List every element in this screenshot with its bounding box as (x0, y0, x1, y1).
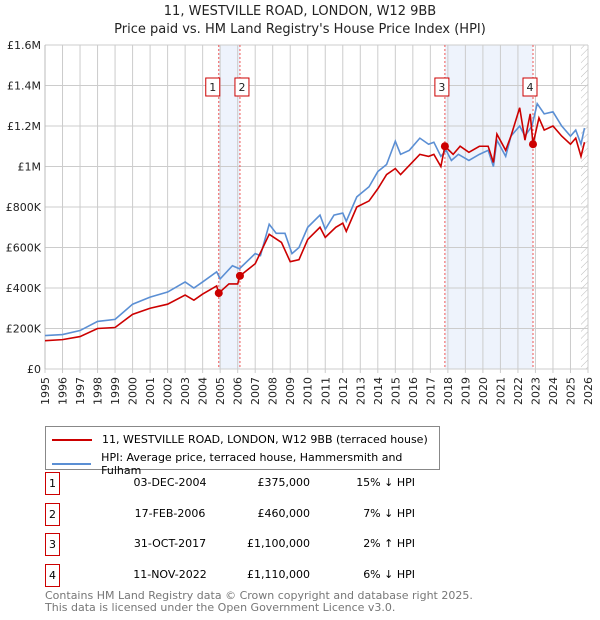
x-tick-label: 2021 (494, 377, 507, 405)
chart-title: 11, WESTVILLE ROAD, LONDON, W12 9BB (163, 4, 437, 19)
transaction-date: 17-FEB-2006 (134, 506, 206, 520)
y-tick-label: £600K (6, 242, 42, 255)
sale-point (528, 140, 537, 149)
sale-label-box (434, 77, 450, 97)
x-tick-label: 2022 (512, 377, 525, 405)
x-tick-label: 2012 (337, 377, 350, 405)
x-tick-label: 2002 (162, 377, 175, 405)
x-tick-label: 2020 (477, 377, 490, 405)
transaction-row: 2 17-FEB-2006 £460,000 7% ↓ HPI (45, 502, 445, 526)
y-tick-label: £0 (27, 363, 41, 376)
property-price-line (44, 107, 586, 342)
hpi-line (44, 101, 586, 337)
x-tick-label: 1995 (39, 377, 52, 405)
transaction-date: 11-NOV-2022 (133, 567, 207, 581)
x-tick-label: 1996 (57, 377, 70, 405)
x-tick-label: 2017 (424, 377, 437, 405)
x-tick-label: 1997 (74, 377, 87, 405)
x-tick-label: 2025 (564, 377, 577, 405)
x-tick-label: 2008 (267, 377, 280, 405)
x-tick-label: 2024 (547, 377, 560, 405)
sale-label-box (234, 77, 250, 97)
chart-subtitle: Price paid vs. HM Land Registry's House … (114, 22, 486, 37)
y-tick-label: £1.6M (7, 39, 41, 52)
x-tick-label: 2004 (197, 377, 210, 405)
sale-point (440, 142, 449, 151)
transaction-price: £460,000 (257, 506, 311, 520)
sale-point (214, 289, 223, 298)
legend-swatch-hpi (52, 463, 92, 465)
y-tick-label: £200K (6, 323, 42, 336)
transaction-row: 1 03-DEC-2004 £375,000 15% ↓ HPI (45, 472, 445, 495)
footer-copyright: Contains HM Land Registry data © Crown c… (45, 589, 473, 602)
transaction-number-badge: 4 (45, 563, 60, 587)
legend-item-property: 11, WESTVILLE ROAD, LONDON, W12 9BB (ter… (52, 433, 428, 446)
legend-label-hpi: HPI: Average price, terraced house, Hamm… (101, 451, 403, 477)
sale-label: 1 (209, 81, 216, 94)
x-tick-label: 2019 (459, 377, 472, 405)
x-tick-label: 2006 (232, 377, 245, 405)
transaction-number-badge: 2 (45, 502, 60, 526)
x-tick-label: 2009 (284, 377, 297, 405)
x-tick-label: 2010 (302, 377, 315, 405)
sale-label-box (205, 77, 221, 97)
sale-point (235, 271, 244, 280)
sale-label: 3 (438, 81, 445, 94)
footer-licence: This data is licensed under the Open Gov… (45, 601, 396, 614)
legend-item-hpi: HPI: Average price, terraced house, Hamm… (52, 451, 439, 477)
transaction-price: £1,110,000 (247, 567, 310, 581)
x-tick-label: 2026 (582, 377, 595, 405)
x-tick-label: 2003 (179, 377, 192, 405)
y-tick-label: £1.2M (7, 120, 41, 133)
sale-label-box (522, 77, 538, 97)
sale-label: 4 (526, 81, 533, 94)
y-tick-label: £1M (18, 161, 42, 174)
transaction-hpi-diff: 7% ↓ HPI (363, 506, 415, 520)
transaction-hpi-diff: 2% ↑ HPI (363, 537, 415, 550)
sale-label: 2 (238, 81, 245, 94)
transaction-price: £1,100,000 (247, 537, 310, 550)
x-tick-label: 1998 (92, 377, 105, 405)
x-tick-label: 2013 (354, 377, 367, 405)
transaction-row: 3 31-OCT-2017 £1,100,000 2% ↑ HPI (45, 533, 445, 556)
x-tick-label: 2016 (407, 377, 420, 405)
legend-swatch-property (52, 438, 92, 441)
y-tick-label: £800K (6, 201, 42, 214)
x-tick-label: 2011 (319, 377, 332, 405)
y-tick-label: £1.4M (7, 80, 41, 93)
chart-legend: 11, WESTVILLE ROAD, LONDON, W12 9BB (ter… (45, 426, 440, 477)
transaction-number-badge: 1 (45, 472, 60, 495)
x-tick-label: 2000 (127, 377, 140, 405)
x-tick-label: 1999 (109, 377, 122, 405)
x-tick-label: 2023 (529, 377, 542, 405)
transaction-hpi-diff: 15% ↓ HPI (356, 476, 415, 489)
transaction-row: 4 11-NOV-2022 £1,110,000 6% ↓ HPI (45, 563, 445, 587)
transaction-hpi-diff: 6% ↓ HPI (363, 567, 415, 581)
transaction-number-badge: 3 (45, 533, 60, 556)
transaction-date: 03-DEC-2004 (133, 476, 207, 489)
y-tick-label: £400K (6, 282, 42, 295)
x-tick-label: 2014 (372, 377, 385, 405)
x-tick-label: 2007 (249, 377, 262, 405)
legend-label-property: 11, WESTVILLE ROAD, LONDON, W12 9BB (ter… (102, 433, 428, 446)
transaction-date: 31-OCT-2017 (133, 537, 207, 550)
price-chart: 1995 1996 1997 1998 1999 2000 2001 2002 2003 2004… (6, 39, 595, 405)
x-tick-label: 2018 (442, 377, 455, 405)
transaction-price: £375,000 (257, 476, 311, 489)
x-tick-label: 2015 (389, 377, 402, 405)
x-tick-label: 2005 (214, 377, 227, 405)
x-tick-label: 2001 (144, 377, 157, 405)
